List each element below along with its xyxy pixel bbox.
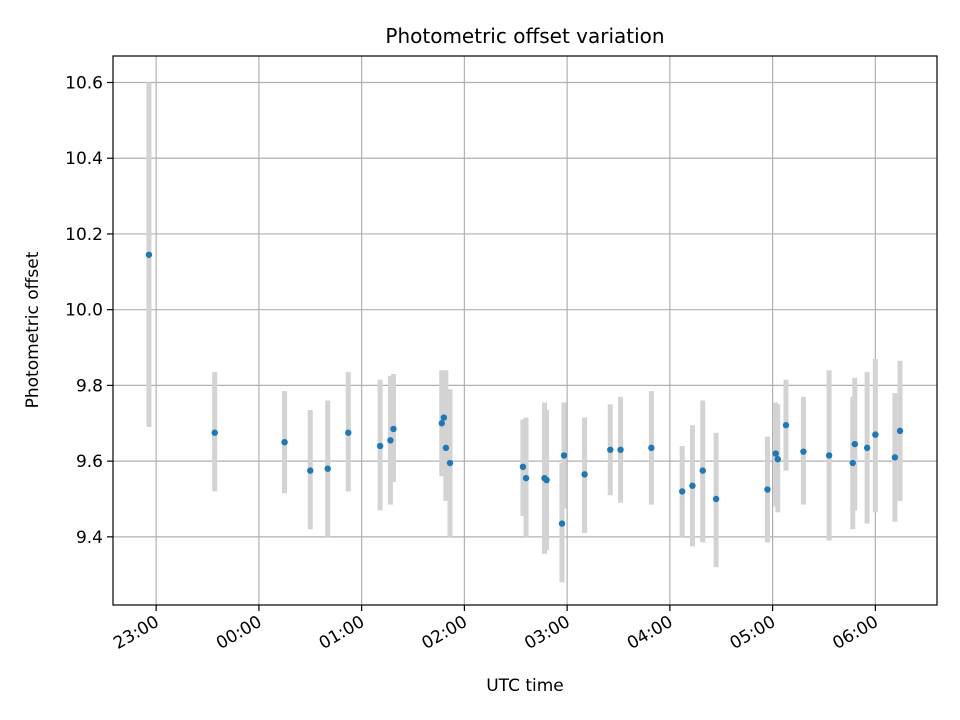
- y-tick-label: 10.2: [65, 225, 103, 245]
- data-point: [440, 414, 448, 421]
- data-point: [764, 486, 771, 493]
- y-axis-ticks: 9.4 9.6 9.8 10.0 10.2 10.4 10.6: [65, 74, 113, 548]
- chart-title: Photometric offset variation: [385, 24, 664, 48]
- x-axis-label: UTC time: [486, 676, 564, 696]
- data-point: [689, 482, 696, 489]
- data-point: [543, 476, 550, 484]
- data-point: [800, 448, 807, 455]
- data-point: [345, 429, 352, 436]
- data-point: [519, 463, 527, 471]
- y-tick-label: 9.6: [76, 452, 103, 472]
- data-point: [376, 442, 384, 450]
- y-tick-label: 9.8: [76, 376, 103, 396]
- data-point: [281, 438, 288, 446]
- data-point: [607, 446, 614, 453]
- data-point: [581, 471, 588, 478]
- data-point: [678, 488, 686, 495]
- y-tick-label: 9.4: [76, 528, 103, 548]
- data-point: [896, 427, 904, 435]
- data-point: [825, 452, 833, 459]
- data-point: [324, 465, 331, 472]
- y-tick-label: 10.6: [65, 74, 103, 94]
- data-point: [145, 251, 153, 258]
- data-point: [446, 459, 454, 467]
- grid-lines: [113, 56, 937, 605]
- data-point: [891, 454, 899, 461]
- data-point: [387, 437, 394, 444]
- data-point: [772, 450, 779, 457]
- data-point: [699, 467, 706, 474]
- y-tick-label: 10.0: [65, 301, 103, 321]
- data-point: [560, 452, 568, 459]
- data-point: [442, 444, 450, 452]
- y-axis-label: Photometric offset: [23, 251, 43, 408]
- data-point: [849, 459, 856, 467]
- y-tick-label: 10.4: [65, 149, 103, 169]
- data-point: [774, 456, 781, 463]
- data-point: [438, 420, 445, 427]
- data-point: [390, 425, 397, 433]
- data-point: [872, 431, 879, 438]
- data-point: [522, 474, 530, 482]
- data-point: [782, 421, 790, 429]
- plot-frame: [112, 55, 938, 606]
- data-point: [648, 444, 655, 452]
- data-point: [712, 495, 720, 503]
- data-points: [145, 251, 904, 527]
- data-point: [558, 520, 566, 527]
- data-point: [863, 444, 871, 452]
- data-point: [211, 429, 218, 436]
- data-point: [617, 446, 624, 453]
- data-point: [307, 467, 314, 474]
- data-point: [851, 440, 859, 448]
